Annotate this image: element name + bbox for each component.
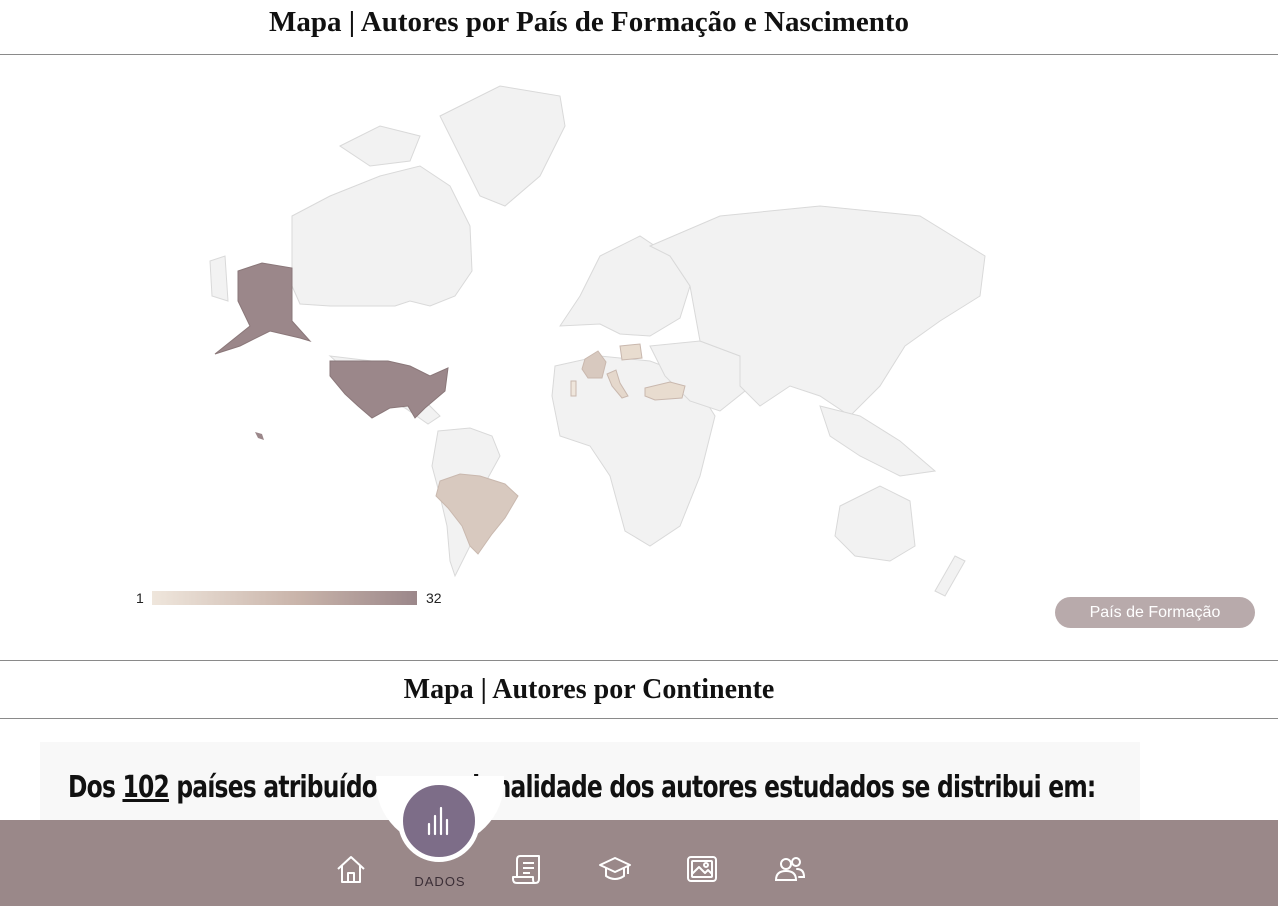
map-region-canada	[291, 165, 473, 307]
world-map[interactable]: 1 32 País de Formação	[0, 56, 1278, 656]
legend-color-scale	[152, 591, 417, 605]
nav-gallery-button[interactable]	[685, 852, 719, 886]
home-icon	[337, 856, 365, 883]
scroll-icon	[512, 855, 540, 884]
bottom-nav: DADOS	[0, 776, 1278, 906]
legend-min-label: 1	[136, 590, 144, 606]
legend-max-label: 32	[426, 590, 442, 606]
map-region-new-zealand	[934, 555, 966, 597]
map-region-africa	[551, 355, 716, 547]
map-country-united-states	[329, 360, 449, 419]
map-country-italy	[606, 369, 629, 399]
map-country-brazil	[435, 473, 519, 555]
map-region-australia	[834, 485, 916, 562]
map-country-france	[581, 350, 607, 379]
divider	[0, 660, 1278, 661]
summary-prefix: Dos	[68, 770, 123, 805]
map-country-portugal	[570, 380, 577, 397]
nav-home-button[interactable]	[334, 852, 368, 886]
divider	[0, 54, 1278, 55]
summary-text: Dos 102 países atribuídos, a nacionalida…	[68, 770, 1096, 805]
map-country-alaska	[214, 262, 312, 355]
world-map-svg	[209, 85, 986, 597]
summary-country-count: 102	[122, 770, 169, 805]
image-icon	[687, 856, 717, 882]
summary-suffix: países atribuídos, a nacionalidade dos a…	[168, 770, 1096, 805]
users-icon	[774, 857, 806, 881]
page-title: Mapa | Autores por País de Formação e Na…	[268, 6, 909, 38]
map-country-poland	[619, 343, 643, 361]
map-region-arctic-islands	[339, 125, 421, 167]
map-region-southeast-asia	[819, 405, 937, 477]
nav-team-button[interactable]	[773, 852, 807, 886]
map-region-alaska-west	[209, 255, 229, 302]
map-region-hawaii	[255, 432, 264, 440]
bar-chart-icon	[427, 806, 449, 836]
graduation-cap-icon	[599, 857, 631, 880]
map-region-greenland	[439, 85, 566, 207]
section-title: Mapa | Autores por Continente	[403, 674, 775, 705]
nav-document-button[interactable]	[510, 852, 544, 886]
nav-data-button[interactable]	[398, 780, 480, 862]
divider	[0, 718, 1278, 719]
map-country-turkey	[644, 381, 686, 401]
nav-education-button[interactable]	[598, 852, 632, 886]
nav-data-label: DADOS	[414, 874, 466, 889]
country-toggle-button[interactable]: País de Formação	[1055, 597, 1255, 628]
